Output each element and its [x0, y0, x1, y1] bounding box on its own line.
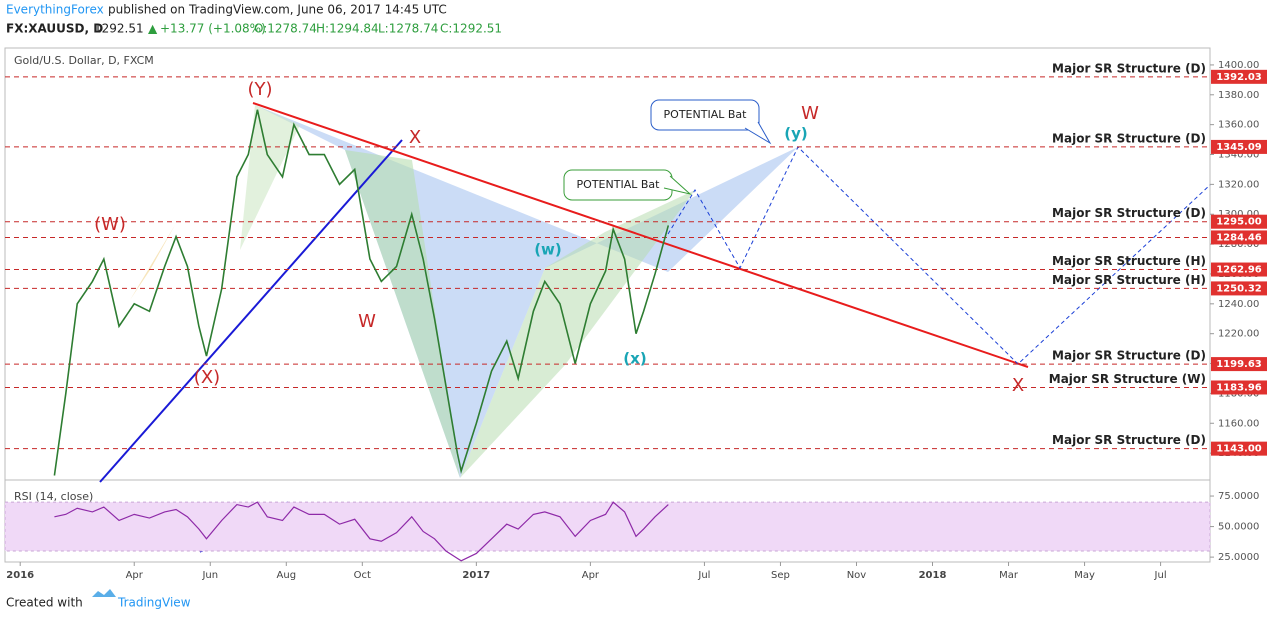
- drawings: [4, 76, 1211, 562]
- price-tick-label: 1220.00: [1218, 329, 1259, 340]
- time-tick-label: Aug: [277, 570, 297, 581]
- sr-label: Major SR Structure (D): [1052, 61, 1206, 75]
- price-tick-label: 1340.00: [1218, 150, 1259, 161]
- rsi-title: RSI (14, close): [14, 490, 93, 503]
- sr-label: Major SR Structure (D): [1052, 349, 1206, 363]
- created-with: Created with: [6, 596, 83, 610]
- bat-shape: [460, 190, 695, 478]
- high: H:1294.84: [316, 22, 379, 36]
- projection: [667, 146, 1211, 365]
- sr-label: Major SR Structure (D): [1052, 433, 1206, 447]
- price-tag-label: 1250.32: [1216, 283, 1262, 294]
- author[interactable]: EverythingForex: [6, 3, 104, 17]
- price-tag: [1211, 441, 1267, 456]
- sr-label: Major SR Structure (H): [1052, 254, 1206, 268]
- price-tag: [1211, 69, 1267, 84]
- callout-tail: [663, 175, 692, 195]
- callout: [650, 99, 760, 131]
- price-tick-label: 1320.00: [1218, 179, 1259, 190]
- symbol: FX:XAUUSD, D: [6, 22, 103, 36]
- time-tick-label: 2018: [919, 570, 947, 581]
- callout-text: POTENTIAL Bat: [664, 108, 748, 121]
- price-tag-label: 1284.46: [1216, 232, 1262, 243]
- time-tick-label: May: [1074, 570, 1095, 581]
- bat-shape: [345, 150, 460, 478]
- bat-shape: [130, 225, 175, 300]
- open: O:1278.74: [254, 22, 317, 36]
- callout-text: POTENTIAL Bat: [577, 178, 661, 191]
- price-line: [53, 109, 670, 476]
- price-tick-label: 1280.00: [1218, 239, 1259, 250]
- time-tick-label: Sep: [771, 570, 790, 581]
- last: 1292.51: [94, 22, 144, 36]
- sr-label: Major SR Structure (D): [1052, 131, 1206, 145]
- price-tick-label: 1380.00: [1218, 90, 1259, 101]
- time-tick-label: Apr: [126, 570, 144, 581]
- price-tag-label: 1199.63: [1216, 359, 1262, 370]
- legend: Gold/U.S. Dollar, D, FXCM: [14, 54, 154, 67]
- price-tag: [1211, 380, 1267, 395]
- low: L:1278.74: [378, 22, 438, 36]
- close: C:1292.51: [440, 22, 502, 36]
- time-tick-label: Apr: [582, 570, 600, 581]
- price-tag-label: 1183.96: [1216, 382, 1262, 393]
- rsi-tick-label: 50.0000: [1218, 522, 1259, 533]
- price-tag: [1211, 139, 1267, 154]
- published: published on TradingView.com, June 06, 2…: [108, 3, 447, 17]
- rsi-tick-label: 25.0000: [1218, 552, 1259, 563]
- time-tick-label: Mar: [999, 570, 1019, 581]
- time-tick-label: Oct: [354, 570, 371, 581]
- wave-label: (y): [784, 125, 808, 143]
- rsi-line: [54, 501, 669, 562]
- price-tick-label: 1400.00: [1218, 60, 1259, 71]
- price-tag: [1211, 357, 1267, 372]
- wave-label: W: [801, 103, 819, 124]
- price-tag-label: 1345.09: [1216, 142, 1262, 153]
- time-tick-label: Jul: [1154, 570, 1167, 581]
- price-tag-label: 1143.00: [1216, 444, 1262, 455]
- wave-label: X: [409, 127, 421, 148]
- wave-label: (X): [194, 367, 220, 388]
- brand[interactable]: TradingView: [117, 596, 191, 610]
- price-tag-label: 1262.96: [1216, 265, 1262, 276]
- wave-label: (x): [623, 350, 646, 368]
- tv-logo: [92, 589, 116, 597]
- price-tag-label: 1392.03: [1216, 72, 1262, 83]
- bat-shape: [255, 105, 798, 478]
- price-tick-label: 1160.00: [1218, 418, 1259, 429]
- time-tick-label: Jun: [201, 570, 218, 581]
- trend-line: [252, 102, 1029, 368]
- change: +13.77 (+1.08%): [160, 22, 266, 36]
- time-tick-label: Nov: [847, 570, 867, 581]
- price-tag-label: 1295.00: [1216, 217, 1262, 228]
- sr-label: Major SR Structure (D): [1052, 206, 1206, 220]
- bat-shape: [240, 105, 300, 250]
- price-tick-label: 1240.00: [1218, 299, 1259, 310]
- callout-tail: [744, 121, 772, 145]
- up-arrow: ▲: [148, 22, 158, 36]
- wave-label: X: [1012, 375, 1024, 396]
- price-tag: [1211, 214, 1267, 229]
- price-tag: [1211, 230, 1267, 245]
- time-tick-label: 2017: [462, 570, 490, 581]
- price-tag: [1211, 262, 1267, 277]
- wave-label: (Y): [247, 79, 272, 100]
- sr-label: Major SR Structure (W): [1049, 372, 1206, 386]
- time-tick-label: 2016: [6, 570, 34, 581]
- sr-label: Major SR Structure (H): [1052, 273, 1206, 287]
- wave-label: (w): [534, 241, 562, 259]
- wave-label: W: [358, 311, 376, 332]
- wave-label: (W): [94, 214, 126, 235]
- time-tick-label: Jul: [697, 570, 710, 581]
- rsi-band: [4, 501, 1211, 552]
- price-tag: [1211, 281, 1267, 296]
- rsi-tick-label: 75.0000: [1218, 491, 1259, 502]
- trend-line: [99, 139, 403, 483]
- price-tick-label: 1360.00: [1218, 120, 1259, 131]
